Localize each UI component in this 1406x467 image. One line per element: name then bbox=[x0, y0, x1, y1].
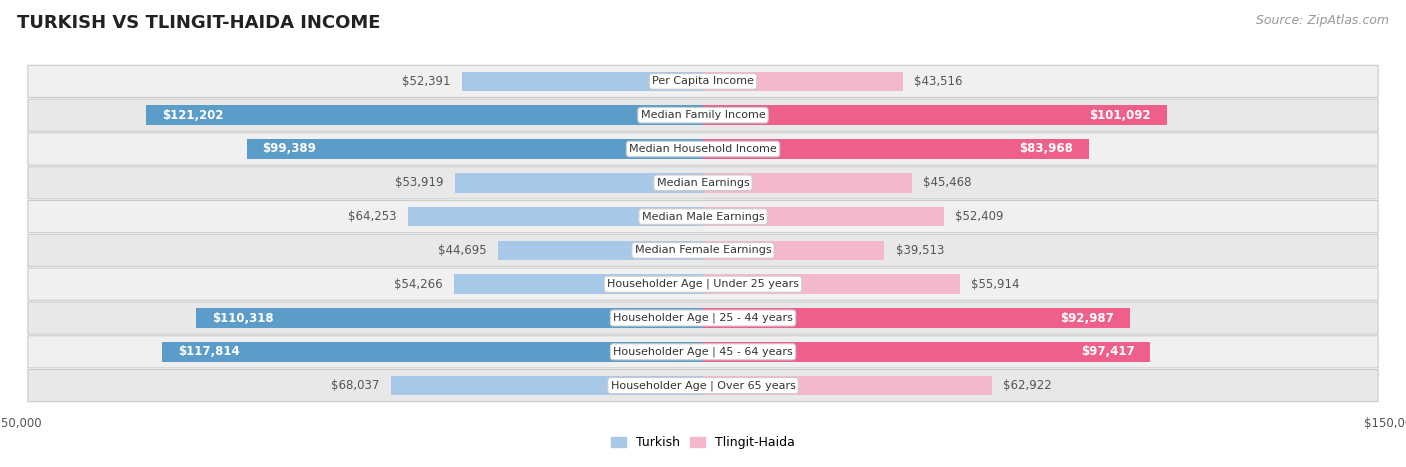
Text: $92,987: $92,987 bbox=[1060, 311, 1114, 325]
Bar bbox=[246, 139, 703, 159]
Bar bbox=[703, 342, 1150, 361]
Text: Householder Age | Under 25 years: Householder Age | Under 25 years bbox=[607, 279, 799, 290]
FancyBboxPatch shape bbox=[28, 99, 1378, 131]
Text: $45,468: $45,468 bbox=[924, 177, 972, 189]
Text: Source: ZipAtlas.com: Source: ZipAtlas.com bbox=[1256, 14, 1389, 27]
Bar bbox=[703, 139, 1088, 159]
Text: Median Household Income: Median Household Income bbox=[628, 144, 778, 154]
FancyBboxPatch shape bbox=[28, 268, 1378, 300]
Text: $110,318: $110,318 bbox=[212, 311, 274, 325]
Text: Median Male Earnings: Median Male Earnings bbox=[641, 212, 765, 222]
Text: Per Capita Income: Per Capita Income bbox=[652, 77, 754, 86]
Bar bbox=[162, 342, 703, 361]
Bar bbox=[408, 207, 703, 226]
Text: $53,919: $53,919 bbox=[395, 177, 444, 189]
Legend: Turkish, Tlingit-Haida: Turkish, Tlingit-Haida bbox=[606, 432, 800, 454]
Bar bbox=[703, 106, 1167, 125]
Bar bbox=[703, 71, 903, 91]
Bar bbox=[463, 71, 703, 91]
Bar bbox=[197, 308, 703, 328]
Bar bbox=[703, 241, 884, 260]
Text: $52,409: $52,409 bbox=[955, 210, 1004, 223]
Text: Householder Age | 45 - 64 years: Householder Age | 45 - 64 years bbox=[613, 347, 793, 357]
Text: $97,417: $97,417 bbox=[1081, 345, 1135, 358]
Bar bbox=[146, 106, 703, 125]
Text: Median Family Income: Median Family Income bbox=[641, 110, 765, 120]
Text: $68,037: $68,037 bbox=[330, 379, 380, 392]
Bar bbox=[703, 207, 943, 226]
Text: Median Female Earnings: Median Female Earnings bbox=[634, 245, 772, 255]
Text: $44,695: $44,695 bbox=[437, 244, 486, 257]
Bar bbox=[454, 275, 703, 294]
FancyBboxPatch shape bbox=[28, 336, 1378, 368]
FancyBboxPatch shape bbox=[28, 133, 1378, 165]
Text: Householder Age | Over 65 years: Householder Age | Over 65 years bbox=[610, 380, 796, 391]
Text: $101,092: $101,092 bbox=[1090, 109, 1152, 122]
Bar bbox=[703, 173, 912, 192]
Bar bbox=[391, 376, 703, 396]
Bar bbox=[498, 241, 703, 260]
Text: TURKISH VS TLINGIT-HAIDA INCOME: TURKISH VS TLINGIT-HAIDA INCOME bbox=[17, 14, 381, 32]
Text: $117,814: $117,814 bbox=[179, 345, 239, 358]
Bar bbox=[456, 173, 703, 192]
Text: Householder Age | 25 - 44 years: Householder Age | 25 - 44 years bbox=[613, 313, 793, 323]
Text: Median Earnings: Median Earnings bbox=[657, 178, 749, 188]
FancyBboxPatch shape bbox=[28, 302, 1378, 334]
Text: $83,968: $83,968 bbox=[1019, 142, 1073, 156]
Text: $43,516: $43,516 bbox=[914, 75, 963, 88]
FancyBboxPatch shape bbox=[28, 369, 1378, 402]
Bar bbox=[703, 308, 1130, 328]
FancyBboxPatch shape bbox=[28, 234, 1378, 267]
FancyBboxPatch shape bbox=[28, 65, 1378, 98]
Bar bbox=[703, 275, 960, 294]
Text: $121,202: $121,202 bbox=[163, 109, 224, 122]
FancyBboxPatch shape bbox=[28, 200, 1378, 233]
Text: $52,391: $52,391 bbox=[402, 75, 451, 88]
Text: $99,389: $99,389 bbox=[263, 142, 316, 156]
Bar bbox=[703, 376, 993, 396]
Text: $54,266: $54,266 bbox=[394, 278, 443, 290]
FancyBboxPatch shape bbox=[28, 167, 1378, 199]
Text: $39,513: $39,513 bbox=[896, 244, 945, 257]
Text: $62,922: $62,922 bbox=[1004, 379, 1052, 392]
Text: $64,253: $64,253 bbox=[347, 210, 396, 223]
Text: $55,914: $55,914 bbox=[972, 278, 1019, 290]
